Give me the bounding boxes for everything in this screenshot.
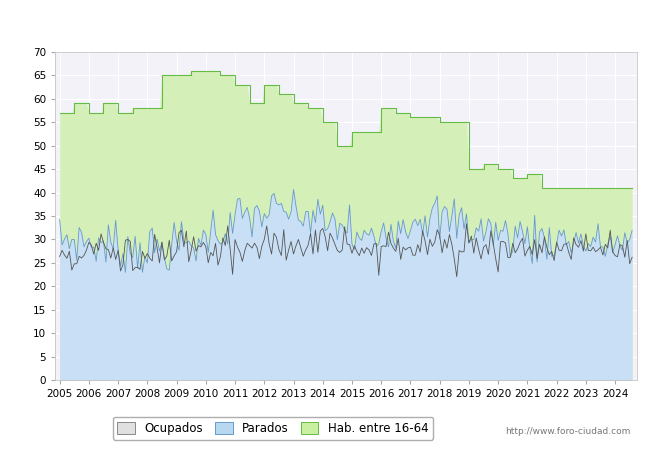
Text: Muñico - Evolucion de la poblacion en edad de Trabajar Agosto de 2024: Muñico - Evolucion de la poblacion en ed… — [49, 16, 601, 29]
Legend: Ocupados, Parados, Hab. entre 16-64: Ocupados, Parados, Hab. entre 16-64 — [112, 417, 434, 440]
Text: http://www.foro-ciudad.com: http://www.foro-ciudad.com — [505, 428, 630, 436]
